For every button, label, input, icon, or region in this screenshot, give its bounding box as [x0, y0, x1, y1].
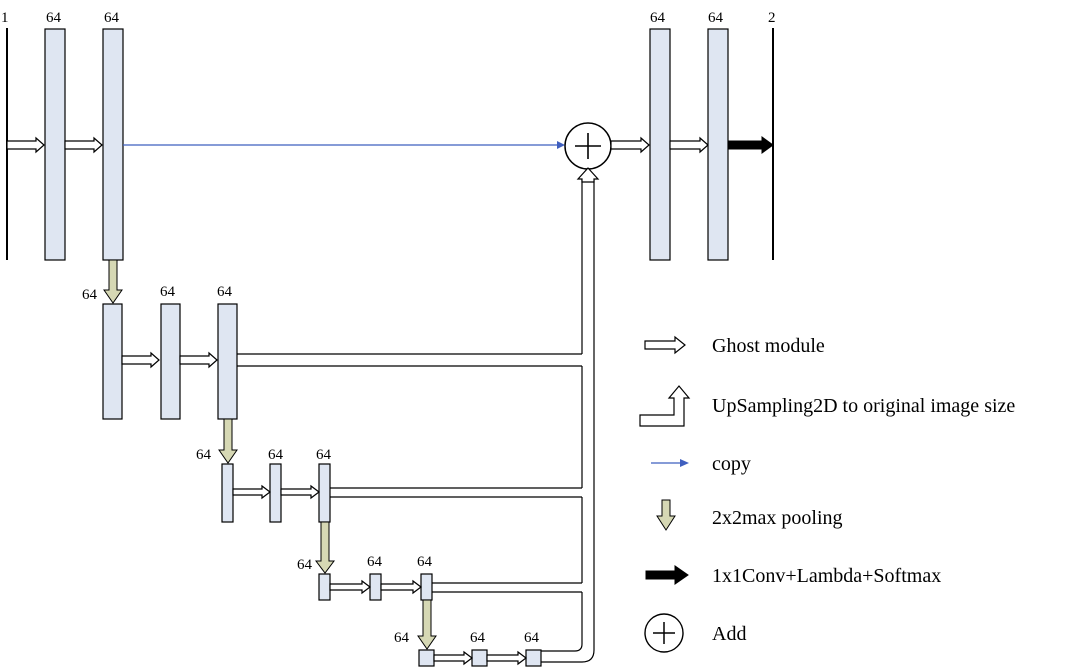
- level4-label-3: 64: [417, 554, 433, 570]
- legend-upsampling-label: UpSampling2D to original image size: [712, 395, 1015, 417]
- level4-label-2: 64: [367, 554, 383, 570]
- legend-ghost-arrow-icon: [644, 335, 686, 355]
- level2-ghost-arrow-2: [179, 351, 218, 369]
- level3-block-3: [318, 463, 331, 523]
- level4-label-1: 64: [297, 557, 313, 573]
- level5-label-2: 64: [470, 630, 486, 646]
- level2-label-1: 64: [82, 287, 98, 303]
- output-block-2: [707, 28, 729, 261]
- level2-block-1: [102, 303, 123, 420]
- pooling-arrow-4: [417, 599, 437, 650]
- upsampling-pipe-level5: [541, 636, 583, 652]
- legend-add-label: Add: [712, 623, 746, 645]
- output-ghost-arrow-1: [610, 136, 650, 154]
- level1-label-3: 64: [104, 10, 120, 26]
- level2-label-2: 64: [160, 284, 176, 300]
- level4-ghost-arrow-2: [380, 579, 422, 595]
- legend-ghost-label: Ghost module: [712, 335, 825, 357]
- output-label-1: 64: [650, 10, 666, 26]
- legend-pooling-label: 2x2max pooling: [712, 507, 843, 529]
- level3-label-2: 64: [268, 447, 284, 463]
- output-block-1: [649, 28, 671, 261]
- pooling-arrow-2: [218, 418, 238, 464]
- level1-ghost-arrow-1: [6, 136, 45, 154]
- level4-block-3: [420, 573, 433, 601]
- level1-label-1: 1: [1, 10, 9, 26]
- level5-ghost-arrow-1: [433, 650, 473, 666]
- level1-ghost-arrow-2: [64, 136, 103, 154]
- legend-pooling-arrow-icon: [656, 499, 676, 531]
- pooling-arrow-1: [103, 259, 123, 304]
- output-ghost-arrow-2: [669, 136, 709, 154]
- pooling-arrow-3: [315, 521, 335, 574]
- level2-block-2: [160, 303, 181, 420]
- level3-ghost-arrow-1: [232, 484, 271, 500]
- legend-conv-label: 1x1Conv+Lambda+Softmax: [712, 565, 941, 587]
- upsampling-arrowhead: [576, 167, 600, 183]
- output-conv-arrow: [727, 136, 774, 154]
- level2-block-3: [217, 303, 238, 420]
- level4-ghost-arrow-1: [329, 579, 371, 595]
- level1-block-2: [102, 28, 124, 261]
- level3-label-3: 64: [316, 447, 332, 463]
- level4-block-1: [318, 573, 331, 601]
- level5-ghost-arrow-2: [486, 650, 527, 666]
- level5-block-1: [418, 649, 435, 667]
- level5-label-3: 64: [524, 630, 540, 646]
- level5-block-3: [525, 649, 542, 667]
- output-label-3: 2: [768, 10, 776, 26]
- legend-conv-arrow-icon: [645, 565, 689, 585]
- level5-block-2: [471, 649, 488, 667]
- copy-arrowhead: [557, 141, 565, 149]
- level3-block-2: [269, 463, 282, 523]
- level3-block-1: [221, 463, 234, 523]
- level4-block-2: [369, 573, 382, 601]
- level2-label-3: 64: [217, 284, 233, 300]
- level1-label-2: 64: [46, 10, 62, 26]
- level3-ghost-arrow-2: [280, 484, 320, 500]
- level5-label-1: 64: [394, 630, 410, 646]
- output-label-2: 64: [708, 10, 724, 26]
- level3-label-1: 64: [196, 447, 212, 463]
- level1-block-1: [44, 28, 66, 261]
- legend-copy-label: copy: [712, 453, 751, 475]
- legend-upsampling-arrow-icon: [639, 385, 691, 427]
- level2-ghost-arrow-1: [121, 351, 160, 369]
